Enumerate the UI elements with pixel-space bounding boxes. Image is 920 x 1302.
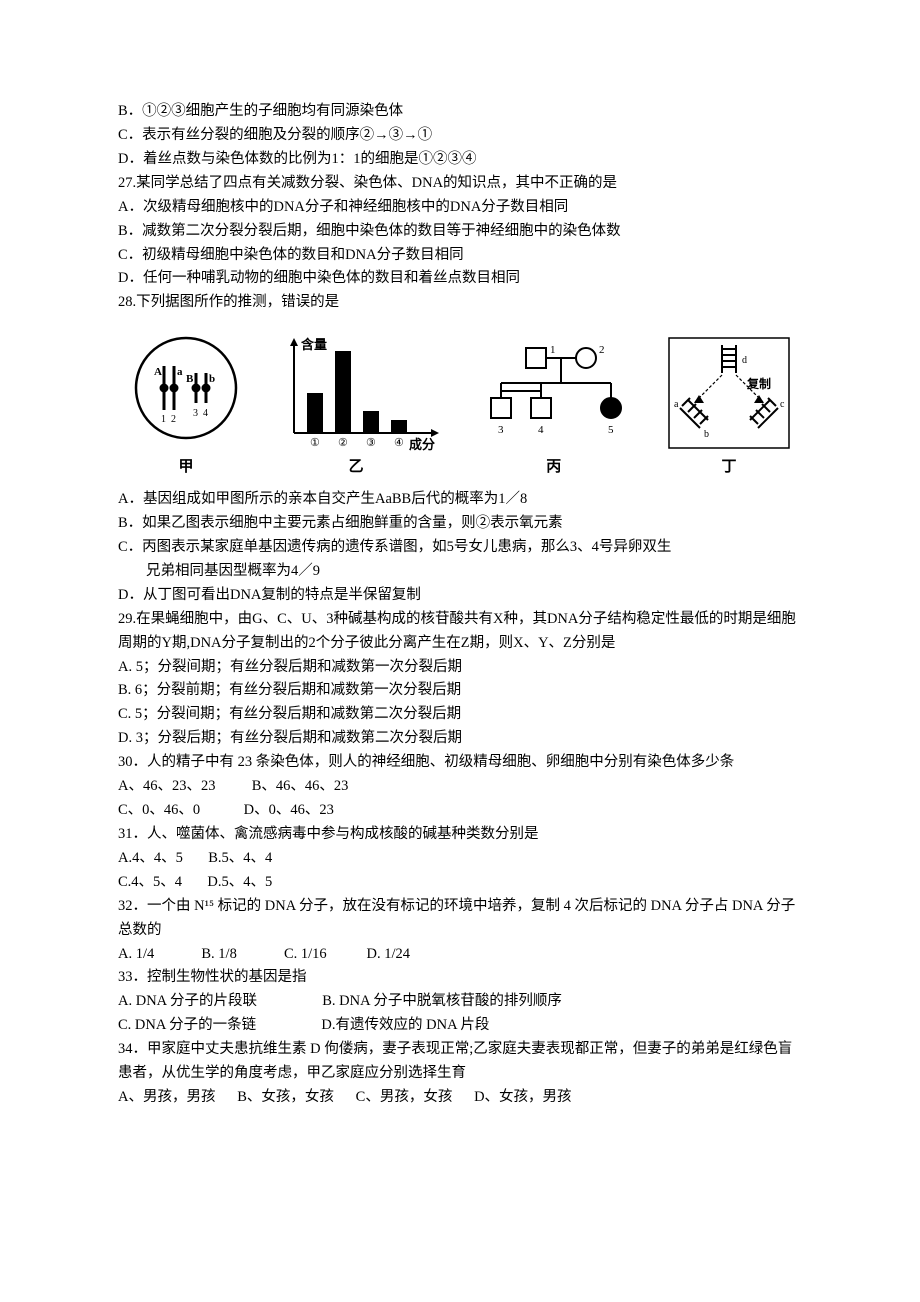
option-a-28: A．基因组成如甲图所示的亲本自交产生AaBB后代的概率为1／8 <box>118 488 802 512</box>
tick-1: ① <box>310 437 320 449</box>
option-a-27: A．次级精母细胞核中的DNA分子和神经细胞核中的DNA分子数目相同 <box>118 196 802 220</box>
figure-bing-label: 丙 <box>546 455 561 480</box>
figure-jia-label: 甲 <box>178 455 193 480</box>
gene-label-b: b <box>209 373 215 385</box>
option-c-28: C．丙图表示某家庭单基因遗传病的遗传系谱图，如5号女儿患病，那么3、4号异卵双生 <box>118 536 802 560</box>
option-b-28: B．如果乙图表示细胞中主要元素占细胞鲜重的含量，则②表示氧元素 <box>118 512 802 536</box>
document-body: B．①②③细胞产生的子细胞均有同源染色体 C．表示有丝分裂的细胞及分裂的顺序②→… <box>0 0 920 1210</box>
gene-label-B: B <box>186 373 194 385</box>
chrom-num-2: 2 <box>171 414 176 425</box>
question-27: 27.某同学总结了四点有关减数分裂、染色体、DNA的知识点，其中不正确的是 <box>118 172 802 196</box>
chrom-num-4: 4 <box>203 408 208 419</box>
option-c-29: C. 5；分裂间期；有丝分裂后期和减数第二次分裂后期 <box>118 703 802 727</box>
chrom-num-3: 3 <box>193 408 198 419</box>
option-d-29: D. 3；分裂后期；有丝分裂后期和减数第二次分裂后期 <box>118 727 802 751</box>
repl-text: 复制 <box>746 376 771 391</box>
figures-row-28: A a B b 1 2 3 4 甲 <box>118 333 802 480</box>
cell-diagram-icon: A a B b 1 2 3 4 <box>126 333 246 453</box>
question-29: 29.在果蝇细胞中，由G、C、U、3种碱基构成的核苷酸共有X种，其DNA分子结构… <box>118 608 802 656</box>
figure-ding: d 复制 a b c 丁 <box>664 333 794 480</box>
repl-b: b <box>704 429 709 440</box>
option-c-28-cont: 兄弟相同基因型概率为4／9 <box>118 560 802 584</box>
ped-5: 5 <box>608 424 614 436</box>
options-cd-30: C、0、46、0 D、0、46、23 <box>118 799 802 823</box>
options-34: A、男孩，男孩 B、女孩，女孩 C、男孩，女孩 D、女孩，男孩 <box>118 1086 802 1110</box>
figure-jia: A a B b 1 2 3 4 甲 <box>126 333 246 480</box>
question-30: 30．人的精子中有 23 条染色体，则人的神经细胞、初级精母细胞、卵细胞中分别有… <box>118 751 802 775</box>
ped-3: 3 <box>498 424 504 436</box>
pedigree-icon: 1 2 3 4 5 <box>466 338 641 453</box>
options-ab-33: A. DNA 分子的片段联 B. DNA 分子中脱氧核苷酸的排列顺序 <box>118 990 802 1014</box>
tick-4: ④ <box>394 437 404 449</box>
question-32: 32．一个由 N¹⁵ 标记的 DNA 分子，放在没有标记的环境中培养，复制 4 … <box>118 895 802 943</box>
option-d-27: D．任何一种哺乳动物的细胞中染色体的数目和着丝点数目相同 <box>118 267 802 291</box>
xlabel: 成分 <box>409 437 435 452</box>
gene-label-a: a <box>177 366 183 378</box>
repl-c: c <box>780 399 785 410</box>
option-a-29: A. 5；分裂间期；有丝分裂后期和减数第一次分裂后期 <box>118 656 802 680</box>
option-c-27: C．初级精母细胞中染色体的数目和DNA分子数目相同 <box>118 244 802 268</box>
ped-1: 1 <box>550 344 556 356</box>
options-32: A. 1/4 B. 1/8 C. 1/16 D. 1/24 <box>118 943 802 967</box>
question-34: 34．甲家庭中丈夫患抗维生素 D 佝偻病，妻子表现正常;乙家庭夫妻表现都正常，但… <box>118 1038 802 1086</box>
chrom-num-1: 1 <box>161 414 166 425</box>
figure-yi: 含量 成分 ① ② ③ ④ 乙 <box>269 333 444 480</box>
option-b-29: B. 6；分裂前期；有丝分裂后期和减数第一次分裂后期 <box>118 679 802 703</box>
option-d-26: D．着丝点数与染色体数的比例为1：1的细胞是①②③④ <box>118 148 802 172</box>
dna-replication-icon: d 复制 a b c <box>664 333 794 453</box>
gene-label-A: A <box>154 366 162 378</box>
figure-bing: 1 2 3 4 5 丙 <box>466 338 641 480</box>
option-d-28: D．从丁图可看出DNA复制的特点是半保留复制 <box>118 584 802 608</box>
option-c-26: C．表示有丝分裂的细胞及分裂的顺序②→③→① <box>118 124 802 148</box>
options-ab-31: A.4、4、5 B.5、4、4 <box>118 847 802 871</box>
question-33: 33．控制生物性状的基因是指 <box>118 966 802 990</box>
repl-d: d <box>742 355 747 366</box>
repl-a: a <box>674 399 679 410</box>
figure-ding-label: 丁 <box>721 455 736 480</box>
question-28: 28.下列据图所作的推测，错误的是 <box>118 291 802 315</box>
options-cd-33: C. DNA 分子的一条链 D.有遗传效应的 DNA 片段 <box>118 1014 802 1038</box>
option-b-26: B．①②③细胞产生的子细胞均有同源染色体 <box>118 100 802 124</box>
tick-3: ③ <box>366 437 376 449</box>
ped-2: 2 <box>599 344 605 356</box>
ylabel: 含量 <box>300 337 327 352</box>
figure-yi-label: 乙 <box>349 455 364 480</box>
option-b-27: B．减数第二次分裂分裂后期，细胞中染色体的数目等于神经细胞中的染色体数 <box>118 220 802 244</box>
question-31: 31．人、噬菌体、禽流感病毒中参与构成核酸的碱基种类数分别是 <box>118 823 802 847</box>
ped-4: 4 <box>538 424 544 436</box>
options-ab-30: A、46、23、23 B、46、46、23 <box>118 775 802 799</box>
tick-2: ② <box>338 437 348 449</box>
options-cd-31: C.4、5、4 D.5、4、5 <box>118 871 802 895</box>
bar-chart-icon: 含量 成分 ① ② ③ ④ <box>269 333 444 453</box>
